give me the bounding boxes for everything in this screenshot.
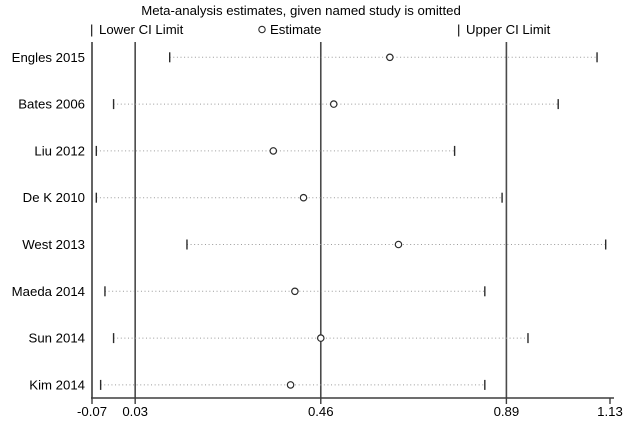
estimate-legend-label: Estimate xyxy=(270,22,321,37)
chart-title: Meta-analysis estimates, given named stu… xyxy=(141,3,461,18)
study-row: West 2013 xyxy=(22,237,607,252)
x-tick-label: 0.03 xyxy=(122,404,148,419)
study-row: Bates 2006 xyxy=(18,97,559,112)
study-label: Liu 2012 xyxy=(34,143,85,158)
study-label: Bates 2006 xyxy=(18,97,85,112)
estimate-marker xyxy=(386,53,394,62)
estimate-marker xyxy=(394,240,403,249)
study-label: West 2013 xyxy=(22,237,85,252)
study-label: Kim 2014 xyxy=(29,377,85,392)
estimate-marker xyxy=(329,100,338,108)
x-tick-label: 1.13 xyxy=(597,404,623,419)
estimate-marker xyxy=(316,334,325,342)
x-tick-label: 0.46 xyxy=(308,404,334,419)
plot-body: -0.07 0.03 0.46 0.89 1.13 Engles 2015 Bates 20… xyxy=(12,42,623,419)
study-row: Sun 2014 xyxy=(29,331,529,346)
upper-ci-legend-tick-glyph: | xyxy=(457,22,460,37)
lower-ci-legend-tick-glyph: | xyxy=(90,22,93,37)
study-row: Engles 2015 xyxy=(12,50,598,65)
estimate-marker xyxy=(291,287,299,296)
chart-legend: | Lower CI Limit Estimate | Upper CI Lim… xyxy=(90,22,551,37)
x-tick-label: -0.07 xyxy=(77,404,107,419)
upper-ci-legend-label: Upper CI Limit xyxy=(466,22,551,37)
estimate-marker xyxy=(269,147,278,155)
study-label: Sun 2014 xyxy=(29,331,85,346)
x-tick-label: 0.89 xyxy=(494,404,520,419)
estimate-marker xyxy=(286,381,295,389)
study-row: Liu 2012 xyxy=(34,143,456,158)
lower-ci-legend-label: Lower CI Limit xyxy=(99,22,184,37)
study-row: Kim 2014 xyxy=(29,377,486,392)
study-row: De K 2010 xyxy=(23,190,503,205)
study-label: Maeda 2014 xyxy=(12,284,85,299)
study-row: Maeda 2014 xyxy=(12,284,486,299)
estimate-marker xyxy=(299,193,308,202)
study-label: Engles 2015 xyxy=(12,50,85,65)
study-label: De K 2010 xyxy=(23,190,85,205)
estimate-legend-circle-glyph xyxy=(258,25,266,34)
